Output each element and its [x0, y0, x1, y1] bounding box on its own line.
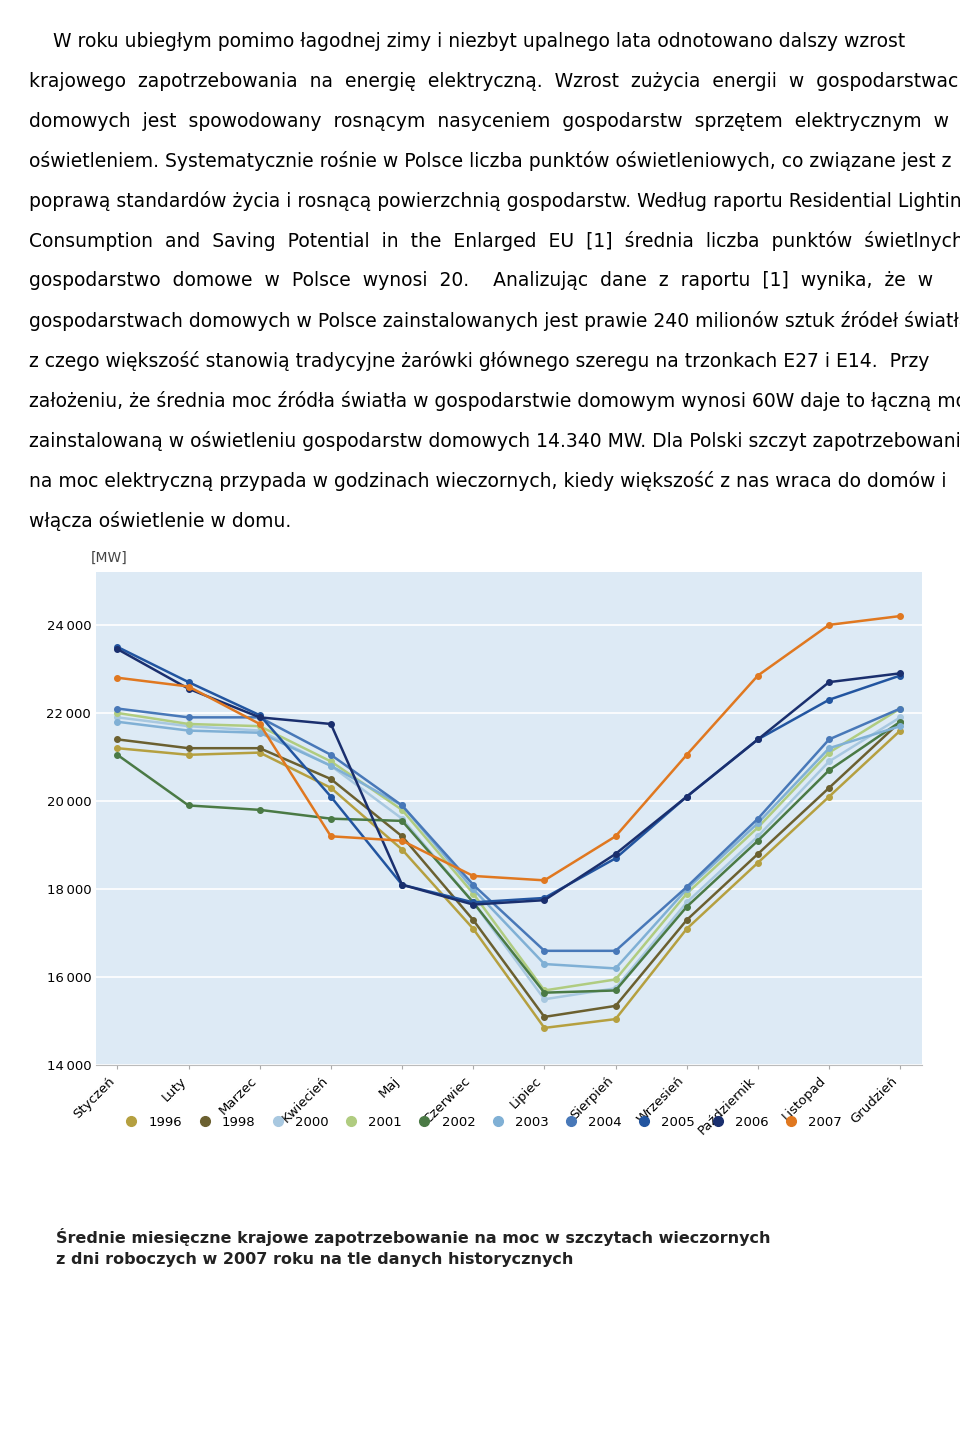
Text: Consumption  and  Saving  Potential  in  the  Enlarged  EU  [1]  średnia  liczba: Consumption and Saving Potential in the … [29, 232, 960, 252]
Text: gospodarstwach domowych w Polsce zainstalowanych jest prawie 240 milionów sztuk : gospodarstwach domowych w Polsce zainsta… [29, 310, 960, 330]
Text: gospodarstwo  domowe  w  Polsce  wynosi  20.    Analizując  dane  z  raportu  [1: gospodarstwo domowe w Polsce wynosi 20. … [29, 272, 933, 290]
Legend: 1996, 1998, 2000, 2001, 2002, 2003, 2004, 2005, 2006, 2007: 1996, 1998, 2000, 2001, 2002, 2003, 2004… [118, 1115, 842, 1130]
Text: na moc elektryczną przypada w godzinach wieczornych, kiedy większość z nas wraca: na moc elektryczną przypada w godzinach … [29, 470, 947, 490]
Text: krajowego  zapotrzebowania  na  energię  elektryczną.  Wzrost  zużycia  energii : krajowego zapotrzebowania na energię ele… [29, 72, 960, 92]
Text: W roku ubiegłym pomimo łagodnej zimy i niezbyt upalnego lata odnotowano dalszy w: W roku ubiegłym pomimo łagodnej zimy i n… [29, 31, 905, 51]
Text: Średnie miesięczne krajowe zapotrzebowanie na moc w szczytach wieczornych
z dni : Średnie miesięczne krajowe zapotrzebowan… [56, 1228, 770, 1267]
Text: oświetleniem. Systematycznie rośnie w Polsce liczba punktów oświetleniowych, co : oświetleniem. Systematycznie rośnie w Po… [29, 152, 951, 172]
Text: domowych  jest  spowodowany  rosnącym  nasyceniem  gospodarstw  sprzętem  elektr: domowych jest spowodowany rosnącym nasyc… [29, 112, 960, 130]
Text: zainstalowaną w oświetleniu gospodarstw domowych 14.340 MW. Dla Polski szczyt za: zainstalowaną w oświetleniu gospodarstw … [29, 430, 960, 450]
Text: [MW]: [MW] [91, 551, 128, 565]
Text: poprawą standardów życia i rosnącą powierzchnią gospodarstw. Według raportu Resi: poprawą standardów życia i rosnącą powie… [29, 192, 960, 212]
Text: z czego większość stanowią tradycyjne żarówki głównego szeregu na trzonkach E27 : z czego większość stanowią tradycyjne ża… [29, 350, 929, 370]
Text: włącza oświetlenie w domu.: włącza oświetlenie w domu. [29, 511, 291, 531]
Text: założeniu, że średnia moc źródła światła w gospodarstwie domowym wynosi 60W daje: założeniu, że średnia moc źródła światła… [29, 390, 960, 410]
